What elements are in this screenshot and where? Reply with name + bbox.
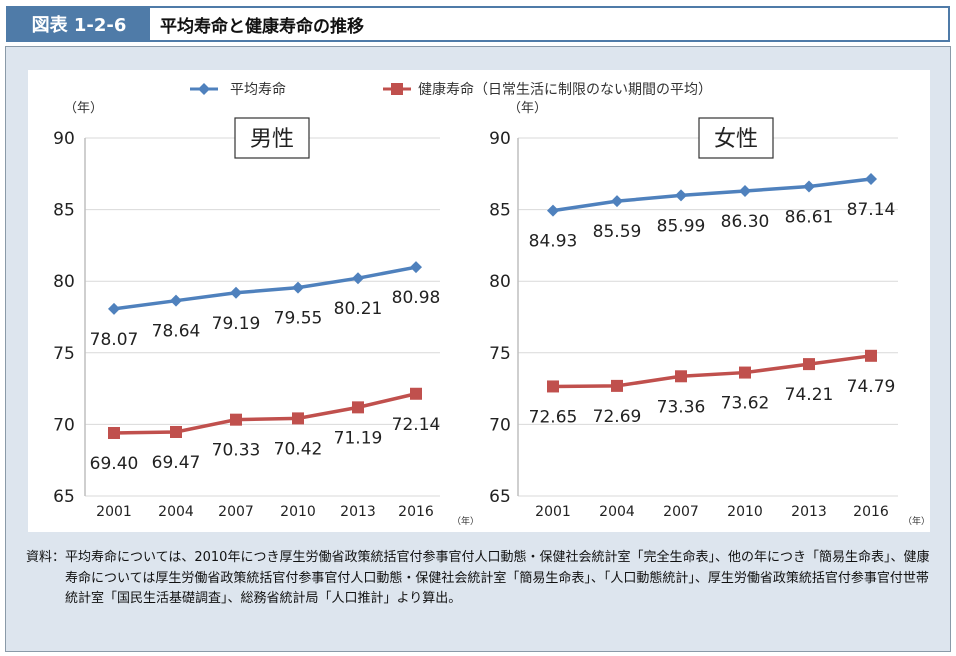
x-tick-label: 2004: [599, 504, 635, 520]
data-label: 78.07: [90, 330, 139, 350]
data-label: 69.47: [152, 453, 201, 473]
y-tick-label: 70: [53, 415, 75, 435]
y-tick-label: 65: [489, 487, 511, 507]
data-point: [230, 413, 242, 426]
x-tick-label: 2016: [398, 504, 434, 520]
data-point: [675, 189, 687, 202]
data-label: 74.79: [847, 377, 896, 397]
chart-title: 女性: [714, 127, 758, 152]
data-point: [865, 172, 877, 185]
series-line: [113, 392, 417, 435]
x-tick-label: 2013: [791, 504, 827, 520]
data-point: [611, 379, 623, 392]
data-point: [292, 281, 304, 294]
y-tick-label: 75: [53, 344, 75, 364]
x-axis-unit: （年）: [452, 515, 479, 527]
data-label: 86.61: [785, 208, 834, 228]
data-point: [292, 412, 304, 425]
x-tick-label: 2013: [340, 504, 376, 520]
figure-number: 図表 1-2-6: [8, 8, 150, 40]
data-label: 73.36: [657, 397, 706, 417]
data-point: [803, 180, 815, 193]
data-label: 80.98: [392, 288, 441, 308]
source-label: 資料：: [26, 550, 66, 565]
y-tick-label: 80: [489, 272, 511, 292]
data-label: 72.69: [593, 407, 642, 427]
y-tick-label: 75: [489, 344, 511, 364]
data-point: [230, 286, 242, 299]
data-label: 86.30: [721, 212, 770, 232]
legend-label: 健康寿命（日常生活に制限のない期間の平均）: [418, 81, 712, 98]
chart-title: 男性: [250, 127, 294, 152]
data-point: [675, 370, 687, 383]
y-tick-label: 70: [489, 415, 511, 435]
data-point: [352, 272, 364, 285]
data-point: [865, 349, 877, 362]
y-tick-label: 85: [53, 201, 75, 221]
x-tick-label: 2007: [218, 504, 254, 520]
data-point: [410, 387, 422, 400]
charts: 平均寿命 健康寿命（日常生活に制限のない期間の平均） （年） 65 70 75 80 85 90…: [53, 81, 930, 527]
data-label: 72.14: [392, 415, 441, 435]
y-tick-label: 65: [53, 487, 75, 507]
x-tick-label: 2010: [727, 504, 763, 520]
data-label: 85.59: [593, 222, 642, 242]
x-tick-label: 2016: [853, 504, 889, 520]
series-line: [113, 265, 417, 311]
series-line: [552, 354, 872, 389]
x-tick-label: 2001: [96, 504, 132, 520]
y-tick-label: 90: [489, 129, 511, 149]
x-tick-label: 2007: [663, 504, 699, 520]
data-label: 70.42: [274, 439, 323, 459]
data-label: 74.21: [785, 385, 834, 405]
data-point: [547, 204, 559, 217]
data-point: [108, 426, 120, 439]
y-tick-label: 90: [53, 129, 75, 149]
data-point: [611, 195, 623, 208]
data-label: 79.55: [274, 309, 323, 329]
data-point: [739, 184, 751, 197]
y-tick-label: 80: [53, 272, 75, 292]
x-tick-label: 2001: [535, 504, 571, 520]
data-point: [170, 425, 182, 438]
data-label: 87.14: [847, 200, 896, 220]
data-point: [410, 261, 422, 274]
data-label: 78.64: [152, 322, 201, 342]
data-point: [352, 401, 364, 414]
data-label: 84.93: [529, 232, 578, 252]
y-axis-unit: （年）: [508, 101, 547, 116]
chart-title-box: [698, 117, 774, 159]
source-note: 資料： 平均寿命については、2010年につき厚生労働省政策統括官付参事官付人口動…: [26, 548, 936, 610]
data-label: 85.99: [657, 216, 706, 236]
x-tick-label: 2004: [158, 504, 194, 520]
data-label: 69.40: [90, 454, 139, 474]
legend-marker: [198, 83, 210, 95]
x-tick-label: 2010: [280, 504, 316, 520]
data-label: 71.19: [334, 428, 383, 448]
data-label: 72.65: [529, 407, 578, 427]
data-point: [739, 366, 751, 379]
y-axis-unit: （年）: [64, 101, 103, 116]
legend-marker: [391, 83, 403, 95]
legend-label: 平均寿命: [230, 81, 286, 98]
figure-header: 図表 1-2-6 平均寿命と健康寿命の推移: [6, 6, 950, 42]
x-axis-unit: （年）: [903, 515, 930, 527]
figure-title: 平均寿命と健康寿命の推移: [160, 16, 364, 37]
source-text: 平均寿命については、2010年につき厚生労働省政策統括官付参事官付人口動態・保健…: [65, 550, 930, 606]
y-tick-label: 85: [489, 201, 511, 221]
data-label: 70.33: [212, 441, 261, 461]
data-label: 79.19: [212, 314, 261, 334]
series-line: [552, 177, 872, 213]
data-point: [547, 380, 559, 393]
data-point: [803, 358, 815, 371]
data-point: [108, 302, 120, 315]
data-label: 80.21: [334, 299, 383, 319]
data-point: [170, 294, 182, 307]
chart-title-box: [234, 117, 310, 159]
data-label: 73.62: [721, 394, 770, 414]
